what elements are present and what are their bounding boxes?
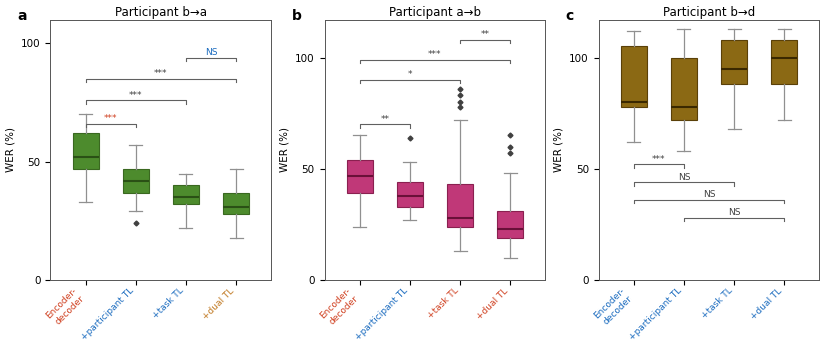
PathPatch shape	[346, 160, 373, 193]
Text: b: b	[291, 9, 301, 23]
Title: Participant b→d: Participant b→d	[663, 6, 755, 18]
Text: NS: NS	[703, 190, 715, 199]
Y-axis label: WER (%): WER (%)	[554, 127, 563, 173]
Text: ***: ***	[129, 90, 143, 100]
PathPatch shape	[771, 40, 797, 84]
PathPatch shape	[447, 184, 473, 227]
Text: NS: NS	[728, 208, 740, 217]
Text: **: **	[380, 115, 389, 124]
PathPatch shape	[73, 133, 99, 169]
Text: NS: NS	[677, 173, 691, 182]
Text: c: c	[565, 9, 573, 23]
Title: Participant b→a: Participant b→a	[115, 6, 207, 18]
Text: ***: ***	[652, 155, 666, 164]
PathPatch shape	[173, 185, 199, 204]
Text: NS: NS	[205, 48, 217, 57]
Text: ***: ***	[154, 69, 167, 78]
Text: ***: ***	[428, 50, 441, 59]
Text: *: *	[408, 70, 412, 79]
Y-axis label: WER (%): WER (%)	[6, 127, 16, 173]
PathPatch shape	[497, 211, 523, 238]
PathPatch shape	[223, 192, 249, 214]
PathPatch shape	[721, 40, 747, 84]
Text: ***: ***	[104, 114, 117, 123]
PathPatch shape	[397, 182, 423, 207]
Text: a: a	[17, 9, 27, 23]
PathPatch shape	[671, 57, 697, 120]
Title: Participant a→b: Participant a→b	[389, 6, 481, 18]
Y-axis label: WER (%): WER (%)	[280, 127, 290, 173]
PathPatch shape	[620, 46, 647, 106]
Text: **: **	[481, 30, 490, 39]
PathPatch shape	[123, 169, 148, 192]
